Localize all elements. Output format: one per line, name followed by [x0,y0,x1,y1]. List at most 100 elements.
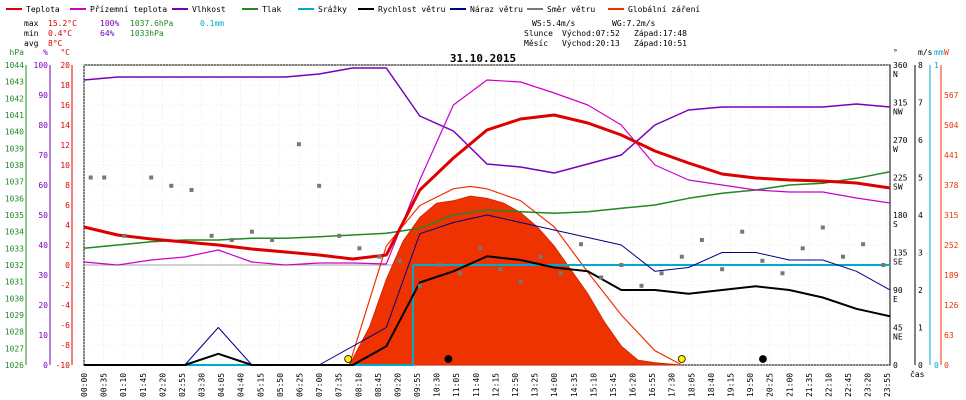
stat-label-avg: avg [24,39,39,48]
axis-tick-hpa: 1042 [5,94,24,103]
axis-tick-pct: 20 [38,301,48,310]
stat-press-max: 1037.6hPa [130,19,174,28]
smer-point [579,242,583,247]
stat-sun-label: Slunce [524,29,553,38]
axis-dir-letter: NE [893,333,903,342]
axis-tick-temp: 2 [65,241,70,250]
legend-label-smer: Směr větru [547,5,595,14]
stat-moon-label: Měsíc [524,39,548,48]
axis-tick-temp: 6 [65,201,70,210]
axis-tick-temp: 16 [60,101,70,110]
smer-point [296,142,301,147]
axis-title-temp: °C [60,48,70,57]
smer-point [270,238,275,242]
stat-hum-min: 64% [100,29,115,38]
x-tick-label: 01:10 [119,373,128,397]
x-tick-label: 07:00 [315,373,324,397]
legend-label-naraz: Náraz větru [470,5,523,14]
axis-tick-dir: 45 [893,324,903,333]
axis-title-dir: ° [893,48,898,57]
axis-tick-temp: 20 [60,61,70,70]
smer-point [397,258,402,263]
smer-point [679,254,684,259]
smer-point [740,229,745,234]
smer-point [538,254,543,259]
smer-point [478,246,483,251]
x-tick-label: 20:25 [766,373,775,397]
smer-point [169,183,174,188]
axis-tick-temp: 14 [60,121,70,130]
axis-tick-hpa: 1030 [5,294,24,303]
axis-tick-wm2: 504 [944,121,959,130]
axis-tick-temp: -4 [60,301,70,310]
axis-tick-ms: 1 [918,324,923,333]
x-tick-label: 19:15 [726,373,735,397]
stat-moon-set: Západ:10:51 [634,39,687,48]
axis-tick-wm2: 63 [944,331,954,340]
axis-dir-letter: S [893,220,898,229]
axis-tick-pct: 10 [38,331,48,340]
smer-point [760,258,765,263]
axis-tick-pct: 70 [38,151,48,160]
axis-tick-dir: 135 [893,249,908,258]
x-tick-label: 16:20 [629,373,638,397]
x-tick-label: 18:05 [687,373,696,397]
legend-label-teplota: Teplota [26,5,60,14]
stat-sun-set: Západ:17:48 [634,29,687,38]
axis-tick-ms: 2 [918,286,923,295]
series-zareni-max [348,185,683,366]
legend-label-srazky: Srážky [318,5,347,14]
stat-temp-max: 15.2°C [48,19,77,28]
smer-point [498,267,503,272]
x-tick-label: 08:45 [374,373,383,397]
chart-marks [83,67,891,366]
smer-point [102,175,107,180]
series-zareni-area [348,195,682,366]
x-tick-label: 23:55 [883,373,892,397]
stat-label-max: max [24,19,39,28]
axis-dir-letter: SE [893,258,903,267]
smer-point [841,254,845,259]
series-vlhkost [83,67,891,174]
axis-tick-pct: 0 [43,361,48,370]
axis-tick-pct: 30 [38,271,48,280]
axis-tick-temp: 8 [65,181,70,190]
axis-tick-dir: 225 [893,174,908,183]
series-teplota [83,113,891,261]
stat-moon-rise: Východ:20:13 [562,39,620,48]
series-prizemni [83,79,891,266]
smer-point [699,238,704,242]
x-tick-label: 23:20 [864,373,873,397]
axis-tick-dir: 270 [893,136,908,145]
smer-point [820,225,825,230]
stat-rain-max: 0.1mm [200,19,224,28]
axis-tick-temp: 0 [65,261,70,270]
smer-point [438,263,442,267]
axis-tick-hpa: 1028 [5,328,24,337]
x-tick-label: 04:05 [217,373,226,397]
stat-wind-gust: WG:7.2m/s [612,19,656,28]
axis-tick-wm2: 252 [944,241,959,250]
smer-point [800,246,805,251]
smer-point [229,238,234,242]
chart-title: 31.10.2015 [450,52,516,65]
axis-tick-hpa: 1027 [5,344,24,353]
smer-point [189,188,194,192]
sunrise-icon [344,355,353,363]
legend-label-tlak: Tlak [262,5,281,14]
x-tick-label: 14:35 [570,373,579,397]
smer-point [122,233,127,238]
legend-label-zareni: Globální záření [628,5,700,14]
smer-point [518,279,523,284]
axis-title-pct: % [43,48,48,57]
axis-tick-hpa: 1033 [5,244,24,253]
axis-tick-wm2: 189 [944,271,959,280]
smer-point [249,229,254,234]
x-tick-label: 07:35 [335,373,344,397]
axis-tick-hpa: 1038 [5,161,24,170]
axis-tick-ms: 5 [918,174,923,183]
axis-tick-dir: 180 [893,211,908,220]
axis-tick-temp: 10 [60,161,70,170]
x-tick-label: 18:40 [707,373,716,397]
axis-tick-ms: 6 [918,136,923,145]
